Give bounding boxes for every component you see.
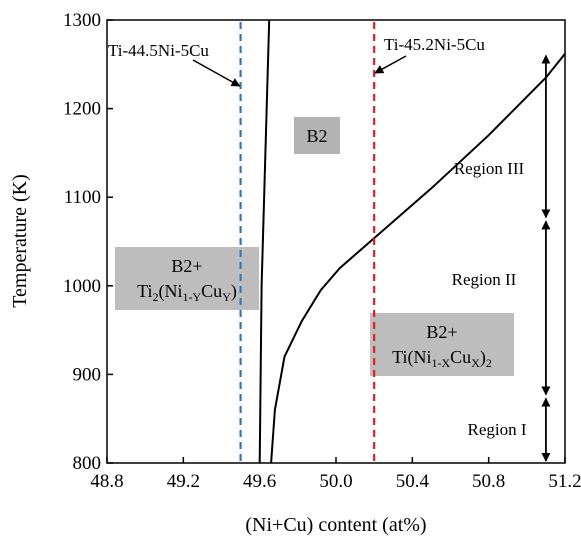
y-tick-label: 1000 (63, 276, 101, 297)
region-2-label: Region II (452, 270, 517, 289)
ti-44-5ni-5cu-label: Ti-44.5Ni-5Cu (108, 41, 209, 60)
x-tick-label: 49.6 (243, 471, 276, 492)
ti-45-2ni-5cu-label: Ti-45.2Ni-5Cu (384, 35, 485, 54)
x-tick-label: 50.4 (396, 471, 430, 492)
x-tick-label: 49.2 (167, 471, 200, 492)
x-axis-title: (Ni+Cu) content (at%) (245, 514, 426, 536)
y-tick-label: 800 (73, 453, 102, 474)
y-tick-label: 900 (73, 364, 102, 385)
close-paren: ) (480, 347, 486, 368)
y-tick-label: 1300 (63, 10, 101, 31)
y-tick-label: 1100 (64, 187, 101, 208)
ti-44-5ni-arrow (192, 59, 241, 87)
b2-left-boundary-curve (258, 19, 271, 464)
x-tick-label: 50.0 (319, 471, 352, 492)
ni-subscript: 1-Y (183, 290, 202, 304)
x-tick-label: 50.8 (472, 471, 505, 492)
x-tick-label: 51.2 (548, 471, 581, 492)
b2-ti2-box (115, 247, 259, 310)
cu-subscript: X (471, 356, 480, 370)
b2-box (294, 117, 340, 154)
cu-text: Cu (450, 347, 471, 367)
tini-text: Ti(Ni (392, 347, 431, 368)
b2-tini-line2: Ti(Ni1-XCuX)2 (392, 347, 492, 370)
b2-ti2-line2: Ti2(Ni1-YCuY) (137, 281, 237, 304)
b2-ti2-line1: B2+ (171, 256, 202, 276)
ti-45-2ni-arrow (374, 55, 407, 74)
ni-text: (Ni (159, 281, 183, 302)
region-1-label: Region I (467, 420, 526, 439)
b2-tini-line1: B2+ (426, 322, 457, 342)
y-tick-label: 1200 (63, 99, 101, 120)
tini-subscript: 1-X (432, 356, 451, 370)
y-axis-title: Temperature (K) (9, 174, 31, 308)
ti-subscript: 2 (153, 290, 159, 304)
b2-right-boundary-curve (270, 53, 566, 464)
ti-text: Ti (137, 281, 152, 301)
region-3-label: Region III (454, 159, 525, 178)
cu-text: Cu (201, 281, 222, 301)
b2-tini-box (370, 313, 514, 376)
cu-subscript: Y (222, 290, 231, 304)
outer-subscript: 2 (486, 356, 492, 370)
x-tick-label: 48.8 (90, 471, 123, 492)
b2-phase-label: B2 (306, 126, 327, 146)
close-paren: ) (231, 281, 237, 302)
